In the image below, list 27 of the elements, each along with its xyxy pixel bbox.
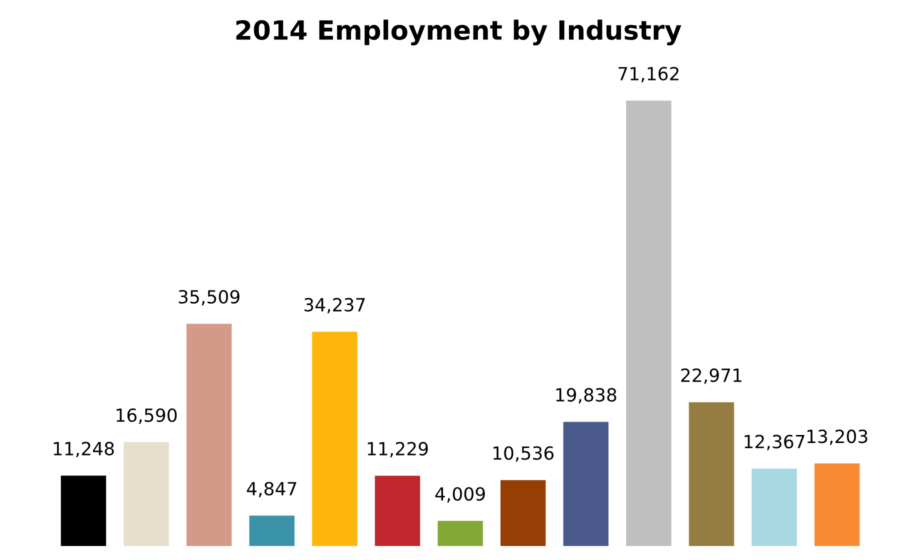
data-label: 11,248 — [54, 442, 114, 458]
bar — [563, 422, 608, 546]
data-label: 4,009 — [435, 487, 485, 503]
bar — [626, 100, 672, 546]
bar — [124, 442, 169, 546]
data-label: 13,203 — [807, 430, 868, 446]
bar — [814, 463, 860, 546]
data-label: 12,367 — [744, 434, 804, 450]
data-label: 71,162 — [618, 66, 678, 82]
chart-title: 2014 Employment by Industry — [236, 20, 682, 46]
data-label: 16,590 — [116, 408, 177, 424]
bar — [752, 468, 797, 546]
bar — [500, 480, 546, 546]
bar — [688, 402, 734, 546]
bar — [186, 324, 232, 546]
data-label: 34,237 — [304, 298, 365, 314]
data-label: 11,229 — [368, 442, 428, 458]
data-label: 35,509 — [178, 290, 240, 306]
bar — [374, 476, 420, 546]
data-label: 19,838 — [556, 388, 616, 404]
bar — [438, 520, 483, 546]
bar — [60, 476, 106, 546]
data-label: 22,971 — [681, 368, 742, 384]
bar — [249, 516, 294, 546]
bar — [312, 332, 358, 546]
data-label: 10,536 — [493, 446, 554, 462]
data-label: 4,847 — [246, 482, 296, 498]
